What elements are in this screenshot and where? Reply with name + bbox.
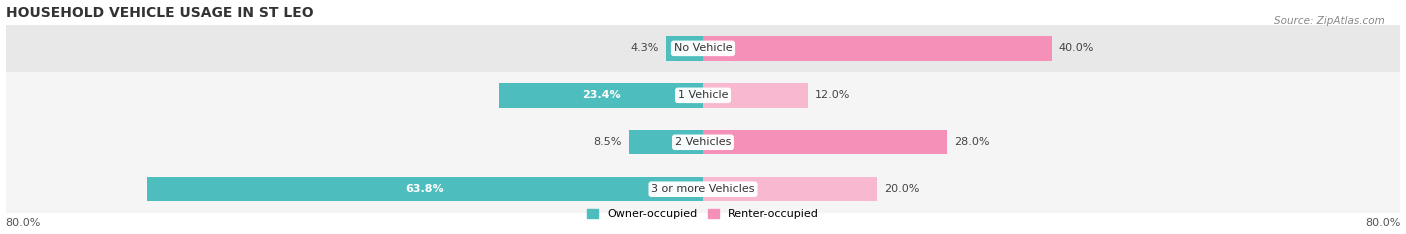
Text: Source: ZipAtlas.com: Source: ZipAtlas.com	[1274, 16, 1385, 26]
Bar	[6, 166, 1400, 213]
Bar	[146, 177, 703, 201]
Bar	[703, 130, 948, 154]
Bar	[703, 177, 877, 201]
Text: HOUSEHOLD VEHICLE USAGE IN ST LEO: HOUSEHOLD VEHICLE USAGE IN ST LEO	[6, 6, 314, 20]
Text: 80.0%: 80.0%	[1365, 218, 1400, 228]
Text: 28.0%: 28.0%	[955, 137, 990, 147]
Text: 12.0%: 12.0%	[814, 90, 851, 100]
Text: 2 Vehicles: 2 Vehicles	[675, 137, 731, 147]
Bar	[665, 36, 703, 61]
Bar	[703, 83, 807, 108]
Bar	[628, 130, 703, 154]
Text: 40.0%: 40.0%	[1059, 43, 1094, 53]
Text: 1 Vehicle: 1 Vehicle	[678, 90, 728, 100]
Text: 8.5%: 8.5%	[593, 137, 621, 147]
Bar	[6, 119, 1400, 166]
Text: 23.4%: 23.4%	[582, 90, 620, 100]
Text: 20.0%: 20.0%	[884, 184, 920, 194]
Bar	[703, 36, 1052, 61]
Text: 63.8%: 63.8%	[405, 184, 444, 194]
Bar	[6, 72, 1400, 119]
Bar	[6, 25, 1400, 72]
Text: 4.3%: 4.3%	[630, 43, 658, 53]
Bar	[499, 83, 703, 108]
Text: No Vehicle: No Vehicle	[673, 43, 733, 53]
Text: 3 or more Vehicles: 3 or more Vehicles	[651, 184, 755, 194]
Text: 80.0%: 80.0%	[6, 218, 41, 228]
Legend: Owner-occupied, Renter-occupied: Owner-occupied, Renter-occupied	[582, 205, 824, 224]
